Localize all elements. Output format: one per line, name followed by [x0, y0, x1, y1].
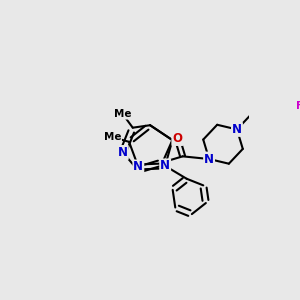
Text: N: N — [118, 146, 128, 159]
Text: F: F — [296, 101, 300, 111]
Text: Me: Me — [114, 109, 131, 119]
Text: O: O — [172, 132, 182, 145]
Text: N: N — [160, 159, 170, 172]
Text: N: N — [204, 152, 214, 166]
Text: Me: Me — [103, 132, 121, 142]
Text: N: N — [134, 160, 143, 173]
Text: N: N — [232, 123, 242, 136]
